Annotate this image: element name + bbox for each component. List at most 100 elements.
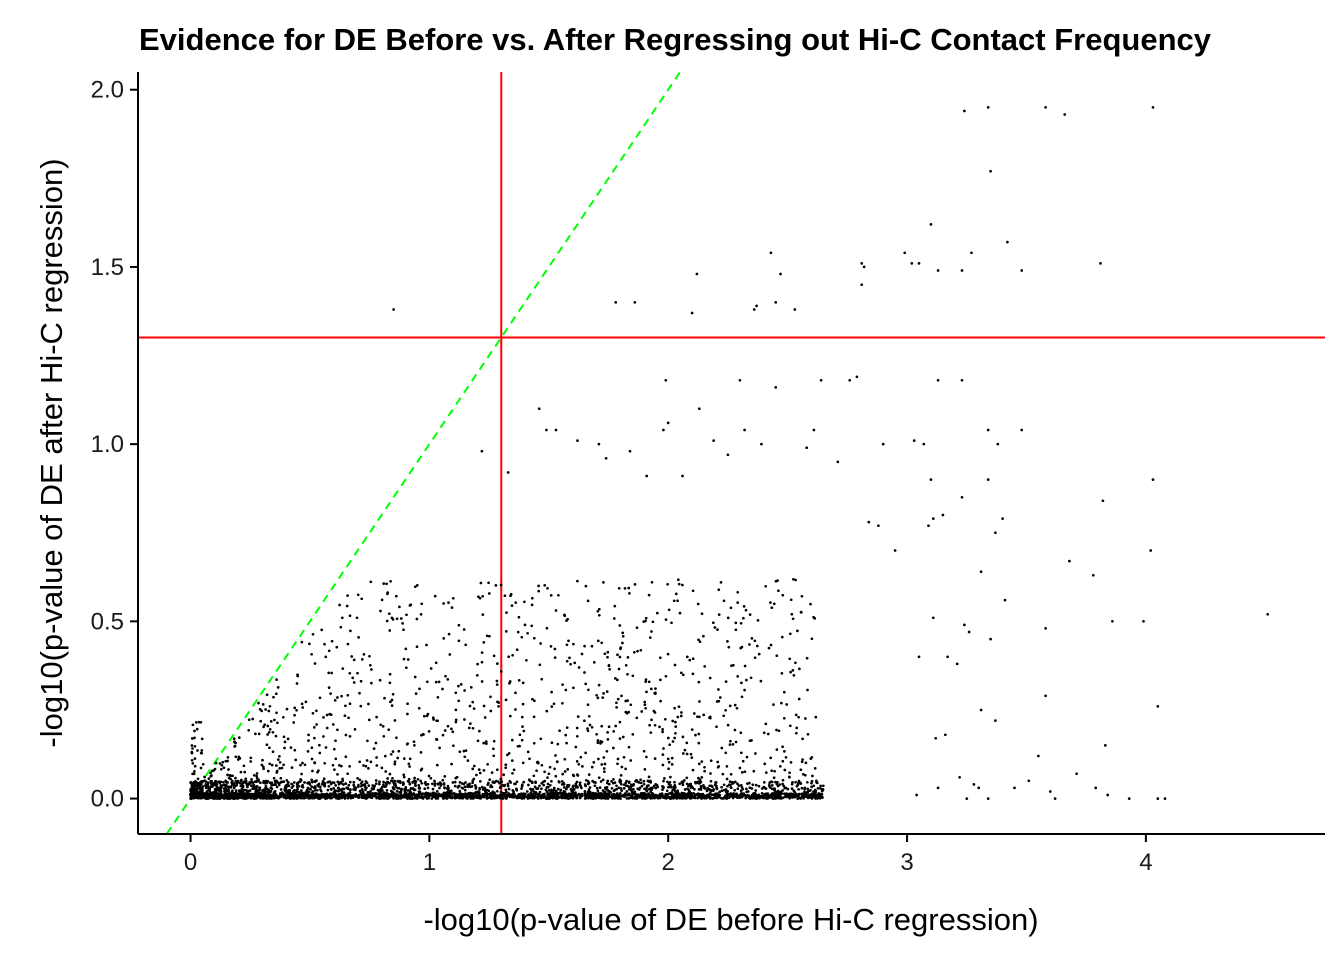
- data-point: [668, 743, 672, 747]
- data-point: [540, 781, 544, 785]
- data-point: [364, 764, 368, 768]
- data-point: [385, 789, 389, 792]
- data-point: [665, 789, 669, 793]
- data-point: [408, 765, 411, 768]
- data-point: [676, 578, 680, 582]
- data-point: [604, 456, 608, 460]
- data-point: [556, 742, 560, 746]
- data-point: [292, 721, 296, 724]
- data-point: [360, 788, 364, 791]
- data-point: [521, 725, 524, 728]
- data-point: [386, 780, 390, 784]
- data-point: [689, 782, 693, 786]
- data-point: [266, 733, 269, 736]
- data-point: [729, 786, 733, 789]
- data-point: [639, 778, 642, 782]
- data-point: [717, 688, 720, 691]
- data-point: [523, 623, 527, 627]
- data-point: [419, 751, 423, 754]
- data-point: [415, 617, 419, 621]
- data-point: [805, 780, 809, 784]
- data-point: [607, 782, 611, 786]
- data-point: [358, 778, 362, 782]
- axes: 0 1 2 3 40.00.51.01.52.0: [91, 72, 1325, 876]
- data-point: [689, 792, 693, 795]
- data-point: [795, 784, 799, 788]
- data-point: [450, 606, 454, 609]
- data-point: [413, 585, 417, 589]
- data-point: [520, 715, 524, 719]
- data-point: [431, 716, 435, 720]
- data-point: [585, 795, 589, 798]
- data-point: [463, 689, 466, 692]
- data-point: [788, 657, 792, 661]
- data-point: [726, 453, 730, 457]
- data-point: [799, 768, 803, 772]
- data-point: [348, 794, 352, 798]
- data-point: [510, 759, 514, 762]
- data-point: [407, 777, 411, 781]
- data-point: [197, 787, 200, 790]
- data-point: [848, 378, 852, 382]
- data-point: [545, 785, 549, 789]
- data-point: [209, 792, 213, 796]
- data-point: [565, 785, 569, 789]
- data-point: [285, 707, 289, 711]
- data-point: [528, 796, 532, 800]
- data-point: [694, 733, 697, 737]
- data-point: [482, 641, 486, 644]
- data-point: [397, 749, 401, 753]
- data-point: [514, 691, 517, 695]
- data-point: [336, 780, 340, 784]
- data-point: [633, 301, 637, 304]
- data-point: [664, 618, 668, 621]
- data-point: [521, 681, 525, 685]
- data-point: [575, 734, 579, 738]
- data-point: [806, 732, 810, 736]
- data-point: [374, 779, 378, 782]
- data-point: [438, 786, 441, 790]
- data-point: [989, 169, 992, 173]
- data-point: [399, 617, 403, 620]
- data-point: [1044, 106, 1047, 109]
- data-point: [245, 791, 249, 794]
- data-point: [797, 715, 800, 719]
- data-point: [194, 788, 197, 791]
- data-point: [714, 784, 718, 788]
- data-point: [239, 789, 243, 793]
- data-point: [462, 782, 466, 786]
- data-point: [347, 716, 350, 720]
- data-point: [516, 630, 520, 634]
- data-point: [649, 687, 653, 691]
- data-point: [387, 728, 391, 732]
- data-point: [537, 792, 541, 796]
- data-point: [788, 792, 792, 796]
- data-point: [482, 769, 486, 772]
- data-point: [986, 106, 990, 109]
- data-point: [576, 715, 580, 718]
- data-point: [715, 787, 719, 791]
- data-point: [599, 780, 603, 783]
- data-point: [626, 656, 630, 659]
- data-point: [780, 671, 784, 675]
- data-point: [398, 791, 401, 794]
- data-point: [753, 656, 757, 660]
- data-point: [260, 763, 264, 767]
- data-point: [322, 735, 325, 738]
- data-point: [1053, 797, 1057, 800]
- data-point: [670, 621, 673, 625]
- data-point: [261, 758, 264, 762]
- data-point: [293, 792, 297, 795]
- data-point: [671, 740, 675, 743]
- data-point: [348, 791, 352, 794]
- data-point: [298, 792, 302, 796]
- data-point: [288, 788, 292, 792]
- data-point: [733, 703, 737, 707]
- data-point: [189, 789, 193, 793]
- data-point: [414, 692, 418, 695]
- data-point: [614, 724, 618, 728]
- data-point: [808, 789, 811, 793]
- data-point: [587, 688, 590, 692]
- data-point: [681, 474, 684, 478]
- data-point: [356, 776, 359, 780]
